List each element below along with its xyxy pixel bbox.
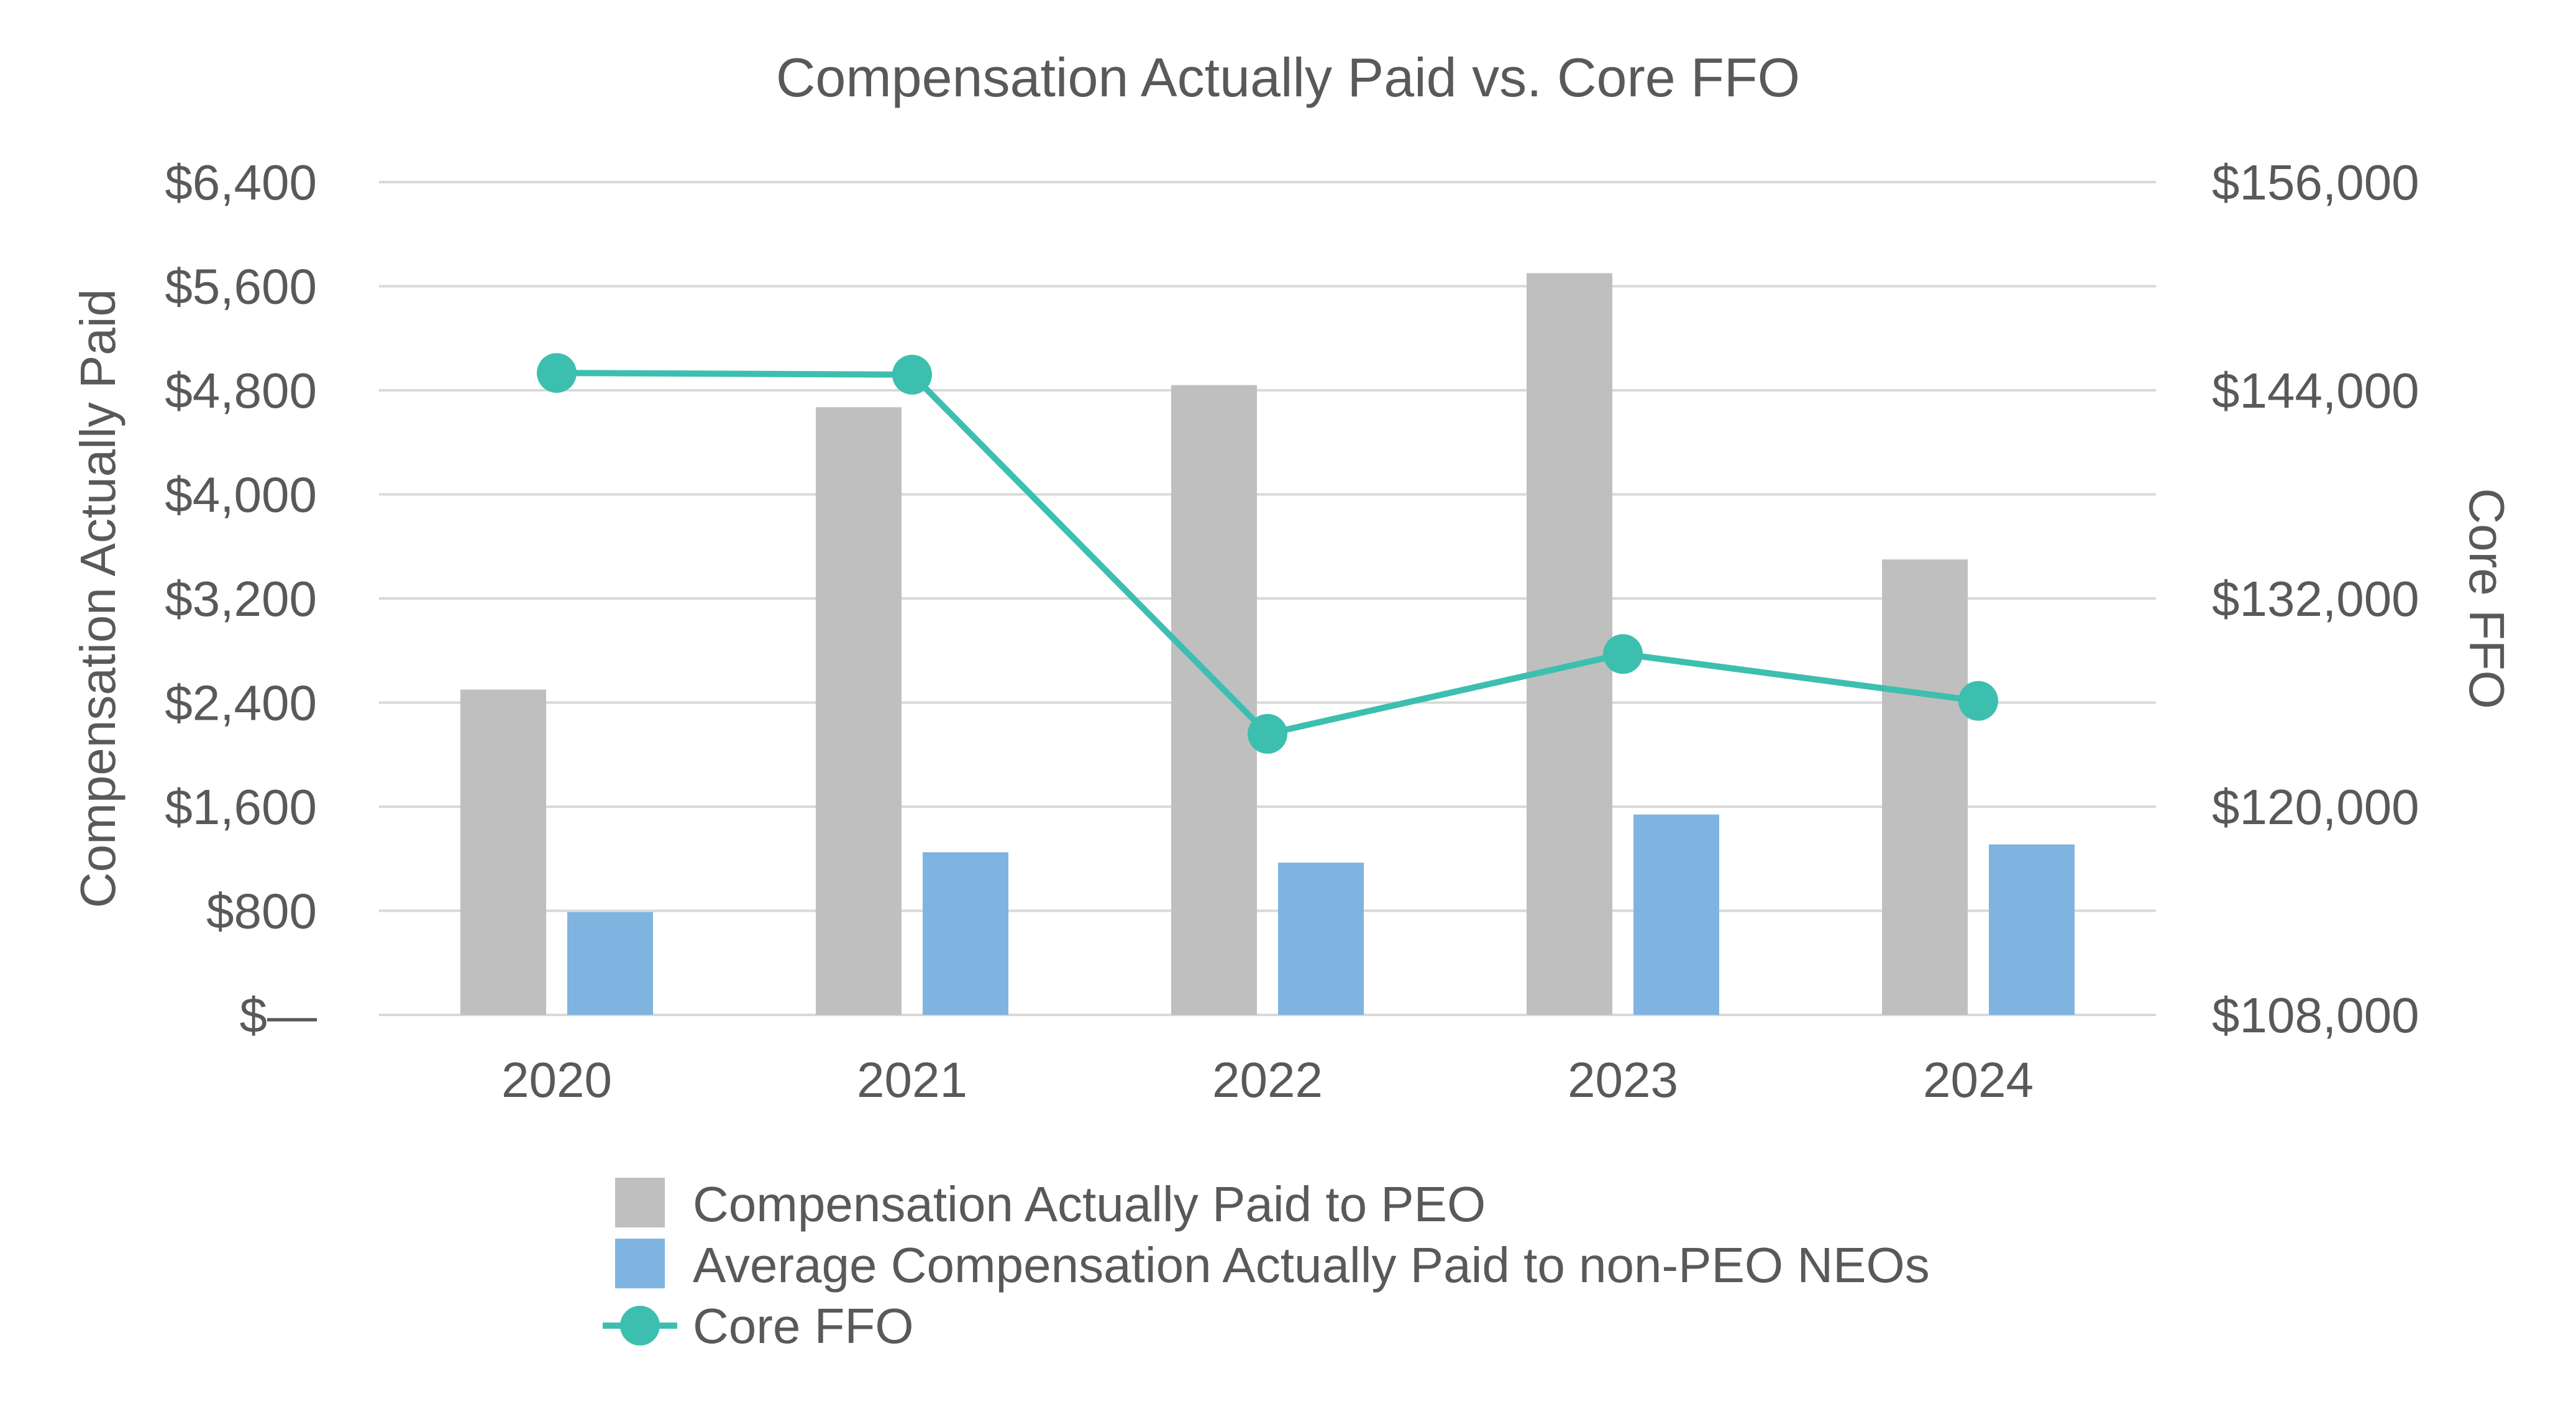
core-ffo-line xyxy=(556,370,1979,738)
line-series xyxy=(537,353,1998,754)
right-tick-label: $108,000 xyxy=(2212,988,2419,1043)
left-tick-label: $1,600 xyxy=(165,779,317,835)
left-tick-label: $— xyxy=(240,988,317,1043)
legend: Compensation Actually Paid to PEOAverage… xyxy=(603,1176,1930,1354)
legend-label-non-peo: Average Compensation Actually Paid to no… xyxy=(693,1237,1930,1293)
bar-series xyxy=(460,273,2075,1015)
right-tick-label: $132,000 xyxy=(2212,571,2419,626)
bar-peo xyxy=(1527,273,1612,1015)
right-tick-label: $120,000 xyxy=(2212,779,2419,835)
legend-swatch-non-peo xyxy=(615,1239,665,1288)
x-tick-label: 2023 xyxy=(1568,1052,1678,1107)
bar-peo xyxy=(1882,559,1968,1015)
core-ffo-point xyxy=(1248,713,1287,754)
left-tick-label: $4,000 xyxy=(165,467,317,523)
bar-non-peo xyxy=(567,912,653,1015)
x-tick-label: 2020 xyxy=(501,1052,612,1107)
legend-swatch-peo xyxy=(615,1178,665,1227)
core-ffo-point xyxy=(1603,634,1643,674)
right-tick-label: $144,000 xyxy=(2212,363,2419,418)
legend-label-core-ffo: Core FFO xyxy=(693,1298,914,1354)
left-tick-label: $2,400 xyxy=(165,676,317,731)
core-ffo-point xyxy=(537,353,577,393)
right-axis-ticks: $108,000 $120,000 $132,000 $144,000 $156,000 xyxy=(2212,155,2419,1043)
bar-peo xyxy=(460,689,546,1015)
right-axis-title: Core FFO xyxy=(2459,488,2514,709)
gridlines xyxy=(379,181,2156,1016)
core-ffo-point xyxy=(892,354,932,395)
left-tick-label: $800 xyxy=(206,884,317,939)
legend-label-peo: Compensation Actually Paid to PEO xyxy=(693,1176,1486,1232)
left-tick-label: $3,200 xyxy=(165,571,317,626)
left-axis-title: Compensation Actually Paid xyxy=(70,289,126,908)
x-axis-ticks: 2020 2021 2022 2023 2024 xyxy=(501,1052,2034,1107)
right-tick-label: $156,000 xyxy=(2212,155,2419,210)
chart-title: Compensation Actually Paid vs. Core FFO xyxy=(776,47,1800,108)
bar-non-peo xyxy=(1989,844,2075,1015)
left-tick-label: $6,400 xyxy=(165,155,317,210)
bar-peo xyxy=(1171,385,1257,1015)
x-tick-label: 2021 xyxy=(857,1052,967,1107)
bar-non-peo xyxy=(1633,814,1719,1015)
bar-peo xyxy=(816,407,902,1015)
x-tick-label: 2022 xyxy=(1212,1052,1323,1107)
left-tick-label: $4,800 xyxy=(165,363,317,418)
x-tick-label: 2024 xyxy=(1923,1052,2034,1107)
bar-non-peo xyxy=(923,852,1008,1015)
legend-swatch-core-ffo-marker xyxy=(620,1306,660,1346)
core-ffo-point xyxy=(1958,681,1998,721)
left-tick-label: $5,600 xyxy=(165,259,317,314)
bar-non-peo xyxy=(1278,863,1364,1015)
left-axis-ticks: $— $800 $1,600 $2,400 $3,200 $4,000 $4,800 $5,6… xyxy=(165,155,317,1043)
